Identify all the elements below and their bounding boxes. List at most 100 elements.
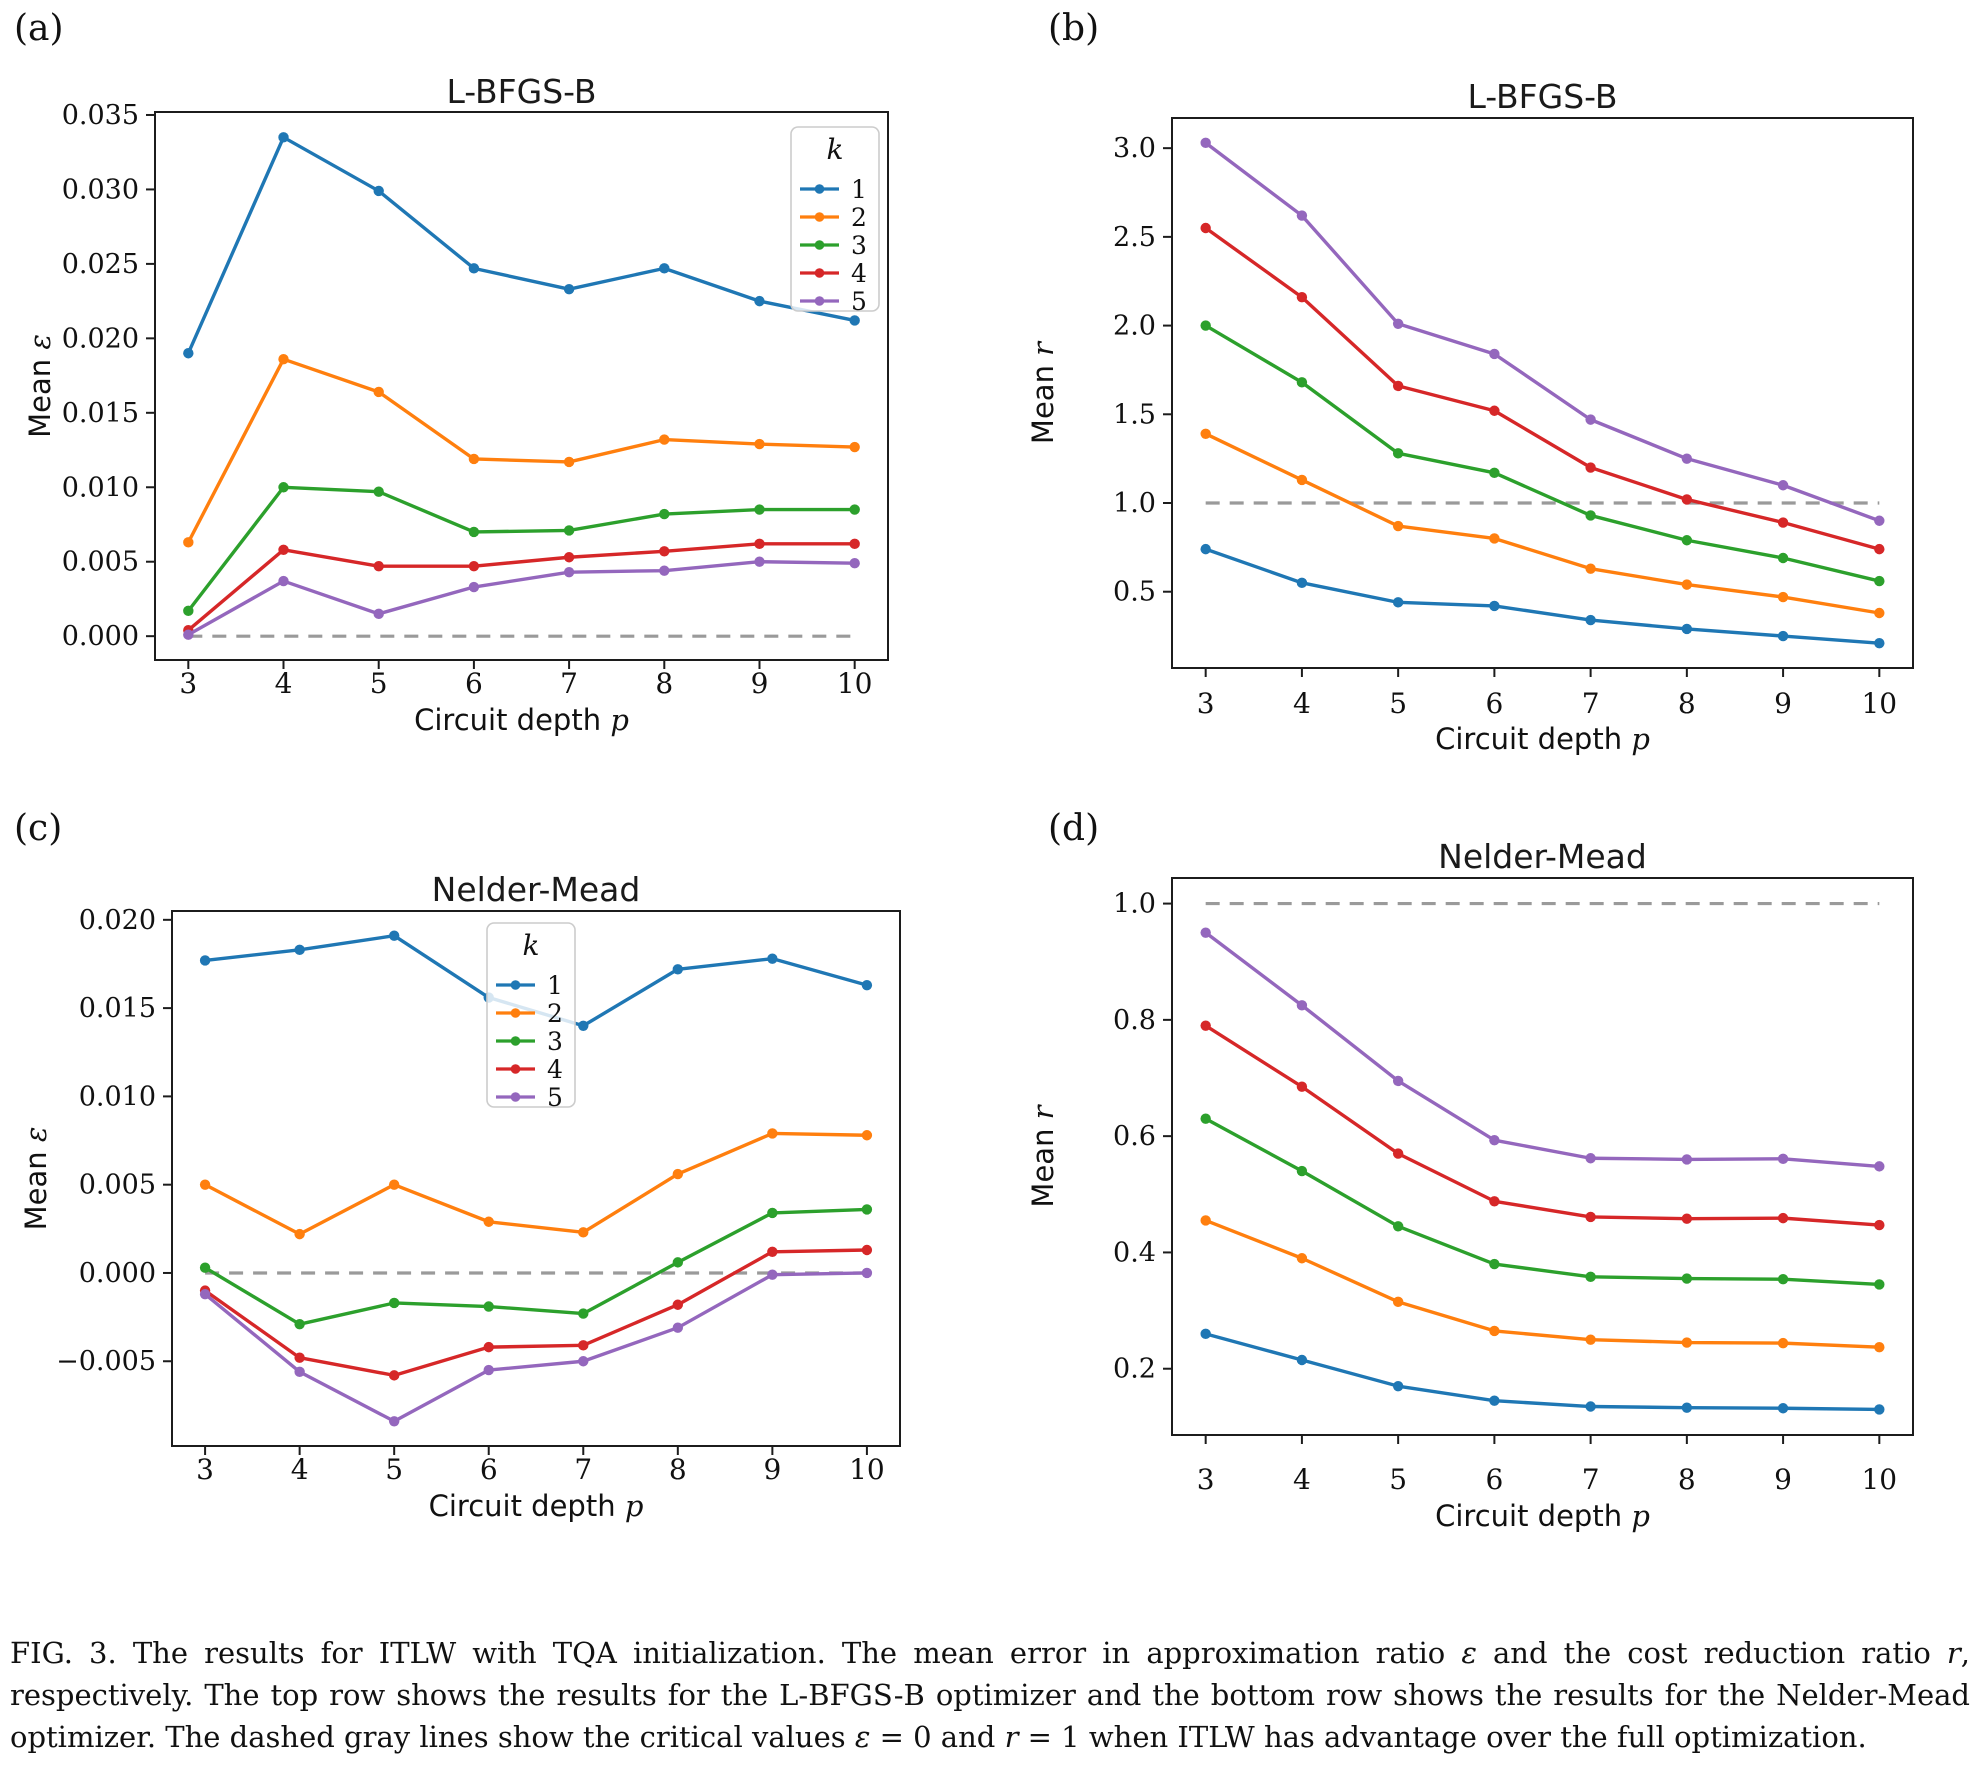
data-point-k5: [1681, 1154, 1693, 1165]
chart-title: Nelder-Mead: [1438, 837, 1647, 876]
data-point-k3: [1200, 320, 1211, 331]
data-point-k4: [1200, 1020, 1211, 1031]
x-tick-label: 3: [1197, 687, 1215, 720]
data-point-k3: [754, 504, 765, 515]
data-point-k5: [278, 575, 289, 587]
chart-title: L-BFGS-B: [446, 72, 596, 111]
x-tick-label: 3: [196, 1453, 214, 1486]
data-point-k4: [373, 560, 384, 572]
data-point-k5: [1392, 1075, 1404, 1087]
x-tick-label: 9: [763, 1453, 781, 1486]
data-point-k5: [1200, 137, 1211, 149]
data-point-k1: [1874, 637, 1885, 649]
data-point-k5: [199, 1288, 211, 1300]
x-ticks: 3 4 5 6 7 8 9 10: [1197, 1435, 1897, 1496]
data-point-k2: [1874, 607, 1885, 619]
data-point-k5: [1392, 318, 1404, 330]
data-point-k3: [849, 504, 860, 515]
series-line-k5: [203, 1271, 869, 1423]
data-point-k2: [388, 1179, 400, 1190]
series-k3: [1200, 320, 1885, 587]
series-k5: [1200, 137, 1885, 526]
legend-sample-marker-k1: [510, 980, 521, 990]
data-point-k4: [563, 552, 575, 563]
legend-entry-label: 3: [851, 231, 867, 260]
data-point-k1: [1489, 600, 1500, 612]
x-tick-label: 4: [1293, 1463, 1311, 1496]
legend-sample-marker-k2: [510, 1008, 521, 1018]
data-point-k4: [1681, 494, 1693, 505]
data-point-k4: [659, 546, 670, 557]
series-k1: [1200, 543, 1885, 649]
data-point-k1: [1777, 630, 1789, 642]
chart-title: Nelder-Mead: [432, 870, 641, 909]
data-point-k4: [861, 1244, 873, 1256]
series-line-k5: [186, 560, 857, 637]
data-point-k2: [1392, 1296, 1404, 1308]
data-point-k1: [1489, 1395, 1500, 1406]
y-ticks: 0.000 0.005 0.010 0.015 0.020 0.025 0.030 0.035: [62, 100, 155, 652]
data-point-k5: [578, 1356, 589, 1367]
series-line-k4: [186, 542, 857, 632]
data-point-k1: [754, 295, 765, 307]
x-tick-label: 10: [849, 1453, 885, 1486]
data-point-k1: [1874, 1404, 1885, 1415]
y-axis-label: Mean ε: [19, 1127, 53, 1231]
y-tick-label: 0.005: [62, 547, 139, 578]
y-tick-label: 1.5: [1113, 399, 1156, 430]
legend-entry-label: 3: [547, 1027, 563, 1056]
x-tick-label: 8: [1678, 687, 1696, 720]
data-point-k2: [199, 1179, 211, 1190]
data-point-k1: [1296, 577, 1308, 589]
y-tick-label: 0.4: [1113, 1237, 1156, 1268]
series-k5: [199, 1267, 873, 1427]
series-k3: [199, 1204, 873, 1330]
chart-a-lbfgsb-epsilon: 0.000 0.005 0.010 0.015 0.020 0.025 0.030 0.035…: [23, 72, 889, 737]
data-point-k2: [1681, 1337, 1693, 1348]
x-tick-label: 10: [1861, 1463, 1897, 1496]
series-k2: [1200, 1215, 1885, 1353]
data-point-k3: [388, 1297, 400, 1309]
caption-text: FIG. 3. The results for ITLW with TQA in…: [10, 1636, 1462, 1670]
data-point-k1: [672, 964, 684, 975]
data-point-k4: [578, 1340, 589, 1351]
y-ticks: 0.2 0.4 0.6 0.8 1.0: [1113, 889, 1172, 1385]
data-point-k4: [1392, 380, 1404, 392]
data-point-k3: [767, 1207, 778, 1219]
legend-sample-marker-k3: [510, 1036, 521, 1046]
data-point-k5: [1489, 1135, 1500, 1146]
data-point-k2: [1681, 579, 1693, 590]
y-tick-label: 0.6: [1113, 1121, 1156, 1152]
series-k1: [183, 132, 860, 359]
data-point-k4: [1585, 462, 1596, 473]
data-point-k3: [468, 526, 480, 538]
y-tick-label: 0.030: [62, 174, 139, 205]
data-point-k2: [1489, 1325, 1500, 1337]
data-point-k3: [1392, 1221, 1404, 1232]
data-point-k3: [1489, 467, 1500, 479]
x-tick-label: 9: [1774, 1463, 1792, 1496]
data-point-k5: [1874, 515, 1885, 526]
data-point-k2: [183, 537, 194, 548]
data-point-k5: [468, 581, 480, 593]
y-tick-label: 0.015: [62, 398, 139, 429]
x-tick-label: 6: [465, 667, 483, 700]
x-axis-label: Circuit depth p: [1435, 722, 1650, 756]
series-line-k1: [1203, 1332, 1882, 1412]
x-axis-label: Circuit depth p: [1435, 1499, 1650, 1533]
series-k4: [199, 1244, 873, 1381]
data-point-k4: [1874, 1219, 1885, 1231]
data-point-k4: [468, 560, 480, 572]
x-ticks: 3 4 5 6 7 8 9 10: [196, 1446, 885, 1486]
data-point-k2: [767, 1128, 778, 1139]
y-tick-label: 1.0: [1113, 889, 1156, 920]
data-point-k4: [1777, 1212, 1789, 1224]
data-point-k5: [483, 1364, 494, 1376]
y-tick-label: 3.0: [1113, 133, 1156, 164]
data-point-k1: [468, 263, 480, 274]
data-point-k5: [1777, 1153, 1789, 1165]
series-k2: [199, 1128, 873, 1240]
data-point-k2: [294, 1228, 305, 1240]
series-line-k1: [1203, 547, 1882, 645]
